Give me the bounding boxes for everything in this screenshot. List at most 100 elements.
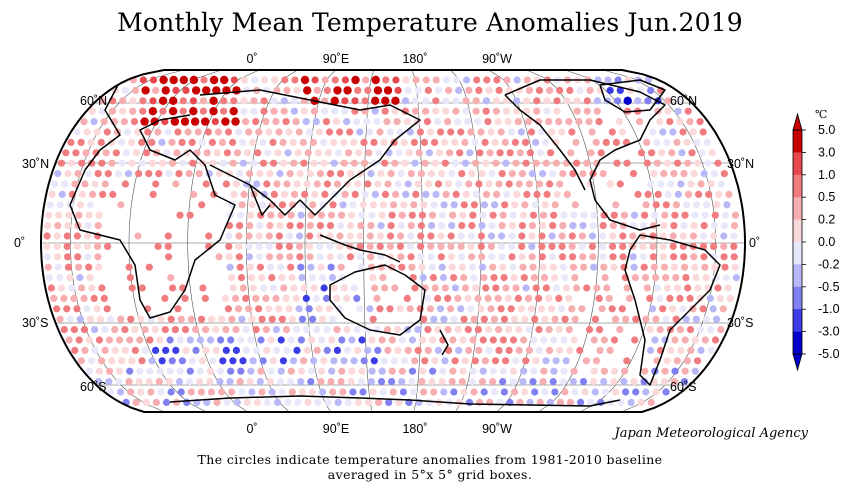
- anomaly-circle: [290, 107, 298, 115]
- anomaly-circle: [277, 336, 285, 344]
- anomaly-circle: [76, 274, 84, 282]
- anomaly-circle: [511, 138, 519, 146]
- anomaly-circle: [459, 211, 467, 219]
- anomaly-circle: [229, 107, 238, 116]
- anomaly-circle: [682, 274, 690, 282]
- anomaly-circle: [236, 263, 244, 271]
- anomaly-circle: [197, 315, 206, 323]
- anomaly-circle: [590, 336, 598, 344]
- anomaly-circle: [247, 211, 255, 219]
- anomaly-circle: [68, 284, 76, 292]
- anomaly-circle: [276, 253, 284, 261]
- anomaly-circle: [141, 326, 149, 334]
- anomaly-circle: [270, 97, 278, 105]
- anomaly-circle: [156, 336, 164, 344]
- anomaly-circle: [336, 253, 344, 261]
- anomaly-circle: [242, 294, 250, 302]
- anomaly-circle: [348, 336, 356, 344]
- anomaly-circle: [717, 180, 725, 188]
- anomaly-circle: [167, 315, 175, 323]
- anomaly-circle: [94, 253, 102, 261]
- anomaly-circle: [312, 294, 320, 302]
- anomaly-circle: [592, 357, 601, 365]
- anomaly-circle: [702, 315, 711, 323]
- anomaly-circle: [552, 159, 561, 167]
- anomaly-circle: [439, 274, 448, 282]
- anomaly-circle: [571, 315, 579, 323]
- anomaly-circle: [157, 315, 165, 323]
- anomaly-circle: [531, 315, 539, 323]
- anomaly-circle: [410, 201, 418, 209]
- anomaly-circle: [510, 274, 518, 282]
- anomaly-circle: [224, 305, 232, 313]
- anomaly-circle: [548, 253, 557, 261]
- anomaly-circle: [346, 253, 354, 261]
- anomaly-circle: [278, 274, 286, 282]
- anomaly-circle: [518, 242, 526, 250]
- anomaly-circle: [161, 294, 169, 302]
- anomaly-circle: [105, 336, 114, 344]
- anomaly-circle: [240, 190, 248, 198]
- anomaly-circle: [227, 336, 235, 344]
- anomaly-circle: [47, 284, 56, 292]
- anomaly-circle: [289, 138, 297, 146]
- anomaly-circle: [246, 222, 254, 230]
- anomaly-circle: [118, 357, 126, 365]
- anomaly-circle: [301, 190, 309, 198]
- anomaly-circle: [647, 398, 655, 406]
- legend-swatch: [793, 286, 802, 310]
- anomaly-circle: [691, 263, 699, 271]
- anomaly-circle: [681, 263, 689, 271]
- anomaly-circle: [54, 263, 63, 271]
- anomaly-circle: [172, 180, 180, 188]
- anomaly-circle: [192, 326, 200, 334]
- anomaly-circle: [420, 388, 428, 396]
- anomaly-circle: [428, 263, 436, 271]
- anomaly-circle: [368, 367, 376, 375]
- anomaly-circle: [653, 159, 662, 167]
- anomaly-circle: [212, 86, 221, 95]
- anomaly-circle: [694, 284, 702, 292]
- anomaly-circle: [528, 222, 537, 230]
- anomaly-circle: [532, 138, 540, 146]
- anomaly-circle: [208, 138, 216, 146]
- anomaly-circle: [43, 232, 51, 240]
- anomaly-circle: [101, 180, 109, 188]
- anomaly-circle: [96, 315, 105, 323]
- anomaly-circle: [532, 159, 540, 167]
- anomaly-circle: [568, 242, 576, 250]
- anomaly-circle: [235, 128, 243, 136]
- anomaly-circle: [184, 128, 192, 136]
- anomaly-circle: [104, 170, 112, 178]
- anomaly-circle: [656, 118, 664, 126]
- anomaly-circle: [439, 211, 447, 219]
- anomaly-circle: [407, 232, 415, 240]
- anomaly-circle: [240, 76, 248, 84]
- anomaly-circle: [357, 263, 365, 271]
- anomaly-circle: [663, 284, 672, 292]
- anomaly-circle: [402, 76, 410, 84]
- anomaly-circle: [392, 76, 400, 84]
- anomaly-circle: [504, 118, 512, 126]
- anomaly-circle: [680, 378, 689, 386]
- anomaly-circle: [152, 86, 160, 94]
- anomaly-circle: [287, 336, 295, 344]
- anomaly-circle: [496, 149, 504, 157]
- anomaly-circle: [694, 159, 702, 167]
- anomaly-circle: [247, 336, 255, 344]
- anomaly-circle: [294, 398, 302, 406]
- anomaly-circle: [479, 336, 487, 344]
- anomaly-circle: [622, 315, 630, 323]
- anomaly-circle: [285, 242, 293, 250]
- anomaly-circle: [627, 398, 635, 406]
- anomaly-circle: [710, 242, 718, 250]
- anomaly-circle: [652, 274, 660, 282]
- anomaly-circle: [329, 315, 337, 323]
- anomaly-circle: [690, 170, 698, 178]
- left-lat-label-30s: 30˚S: [22, 316, 48, 330]
- anomaly-circle: [623, 159, 631, 167]
- anomaly-circle: [292, 118, 300, 126]
- anomaly-circle: [238, 315, 246, 323]
- anomaly-circle: [378, 367, 386, 375]
- anomaly-circle: [525, 346, 533, 354]
